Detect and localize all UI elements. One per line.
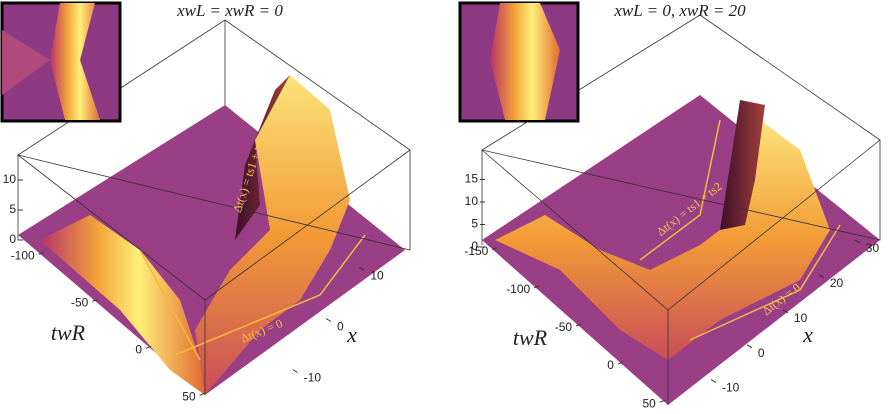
- z-tick-label: 0: [471, 239, 478, 253]
- x-tick-label: 10: [794, 311, 808, 325]
- x-tick-label: -10: [304, 371, 322, 385]
- x-tick-label: 30: [866, 241, 880, 255]
- y-tick: [659, 399, 665, 403]
- y-tick: [199, 392, 205, 396]
- z-tick-label: 10: [3, 172, 17, 186]
- y-tick: [145, 345, 152, 349]
- y-tick-label: -100: [11, 249, 35, 263]
- x-tick: [359, 267, 365, 271]
- y-tick: [534, 285, 540, 289]
- y-tick-label: -50: [71, 296, 89, 310]
- surface-1: [0, 1, 411, 395]
- x-tick-label: 0: [758, 346, 765, 360]
- chart-title: xwL = xwR = 0: [176, 1, 283, 20]
- x-tick: [292, 369, 298, 373]
- x-tick: [782, 309, 789, 314]
- x-tick: [710, 379, 717, 383]
- y-axis-label: twR: [513, 325, 548, 350]
- y-tick: [575, 323, 582, 327]
- x-tick: [746, 344, 753, 349]
- x-tick: [854, 239, 861, 244]
- z-tick-label: 10: [465, 194, 479, 208]
- x-tick: [325, 318, 332, 322]
- chart-title: xwL = 0, xwR = 20: [613, 1, 746, 20]
- y-tick: [617, 361, 624, 365]
- y-tick: [492, 247, 498, 251]
- y-tick-label: 0: [607, 358, 614, 372]
- y-tick-label: -100: [506, 282, 530, 296]
- y-tick-label: -50: [555, 320, 573, 334]
- y-tick: [92, 298, 98, 302]
- y-tick-label: 50: [182, 389, 196, 403]
- z-tick-label: 15: [465, 172, 479, 186]
- x-tick-label: -10: [722, 381, 740, 395]
- y-tick-label: 0: [135, 343, 142, 357]
- x-tick-label: 10: [370, 269, 384, 283]
- z-tick-label: 5: [471, 217, 478, 231]
- x-tick: [818, 274, 825, 279]
- y-axis-label: twR: [51, 320, 86, 345]
- y-tick: [38, 251, 44, 255]
- z-tick-label: 0: [9, 232, 16, 246]
- x-tick-label: 0: [337, 320, 344, 334]
- x-axis-label: x: [802, 322, 813, 347]
- z-tick-label: 5: [9, 202, 16, 216]
- x-tick-label: 20: [830, 276, 844, 290]
- x-axis-label: x: [346, 322, 357, 347]
- y-tick-label: 50: [642, 396, 656, 409]
- surface-2: [458, 1, 881, 405]
